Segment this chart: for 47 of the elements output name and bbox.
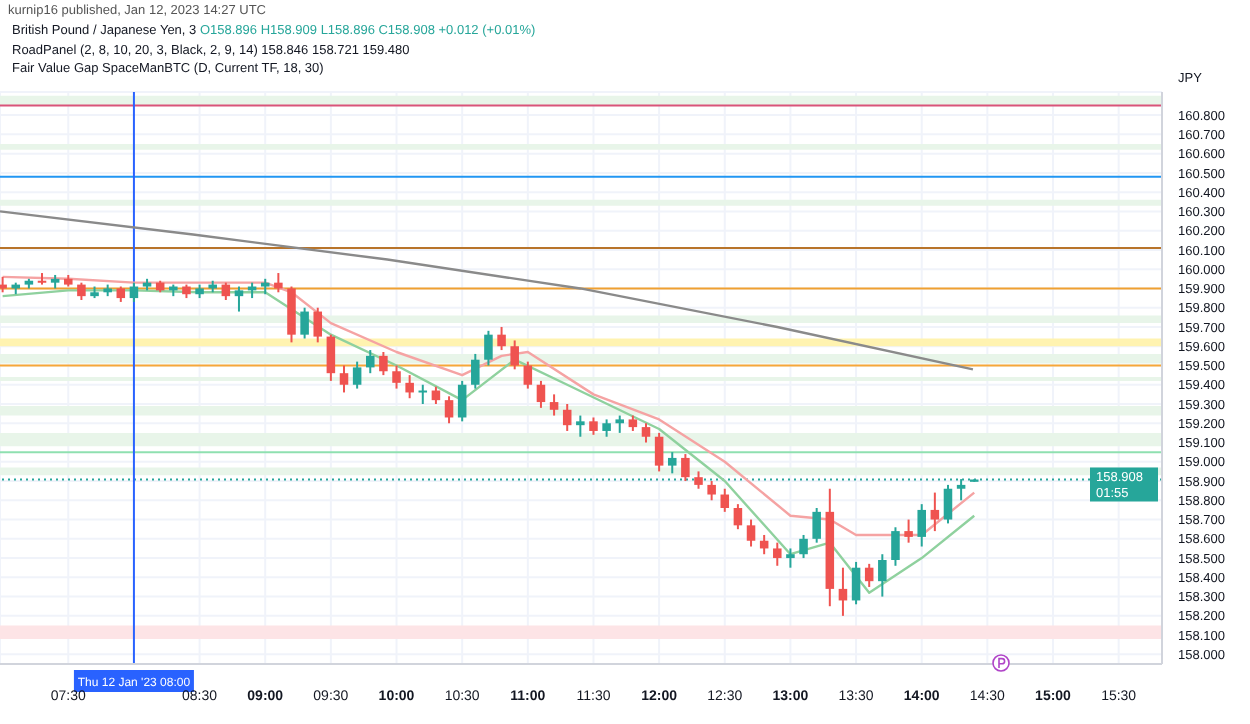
candlestick bbox=[943, 483, 953, 525]
candlestick bbox=[274, 272, 283, 294]
candlestick bbox=[799, 533, 808, 560]
candlestick bbox=[484, 329, 493, 367]
candlestick bbox=[326, 333, 336, 382]
candlestick bbox=[812, 507, 821, 544]
candlestick bbox=[707, 480, 716, 502]
candlestick bbox=[667, 451, 677, 475]
line-series bbox=[0, 210, 975, 371]
candlestick bbox=[536, 379, 546, 409]
candlestick bbox=[471, 352, 480, 390]
candlestick bbox=[392, 364, 401, 390]
candlestick bbox=[549, 393, 559, 417]
candlestick bbox=[379, 351, 388, 377]
line-series bbox=[1, 289, 976, 594]
candlestick bbox=[746, 518, 756, 548]
candlestick bbox=[405, 374, 414, 400]
candlestick bbox=[562, 403, 572, 432]
candlestick bbox=[641, 422, 651, 444]
candlestick bbox=[339, 364, 349, 394]
line-series bbox=[1, 275, 976, 537]
candlestick bbox=[523, 360, 533, 390]
candlestick bbox=[418, 383, 428, 405]
candlestick bbox=[352, 360, 362, 390]
candlestick bbox=[510, 339, 519, 371]
candlestick bbox=[654, 431, 664, 473]
candlestick bbox=[786, 547, 795, 569]
candlestick bbox=[891, 526, 900, 567]
candlestick bbox=[366, 349, 375, 375]
candlestick bbox=[287, 285, 296, 344]
candlestick bbox=[904, 518, 913, 544]
candlestick bbox=[930, 491, 940, 533]
candlestick bbox=[878, 553, 887, 598]
candlestick bbox=[864, 562, 874, 588]
candlestick bbox=[733, 503, 743, 531]
candlestick bbox=[497, 325, 506, 352]
candlestick bbox=[234, 285, 244, 313]
candlestick bbox=[457, 379, 467, 423]
candlestick bbox=[851, 560, 861, 606]
candlestick bbox=[444, 395, 454, 425]
candlestick bbox=[576, 414, 585, 438]
candlestick bbox=[917, 503, 926, 548]
candlestick bbox=[773, 541, 782, 567]
candlestick bbox=[300, 306, 309, 340]
candlestick bbox=[720, 487, 730, 513]
candlestick bbox=[313, 306, 323, 344]
candlestick bbox=[681, 453, 690, 483]
